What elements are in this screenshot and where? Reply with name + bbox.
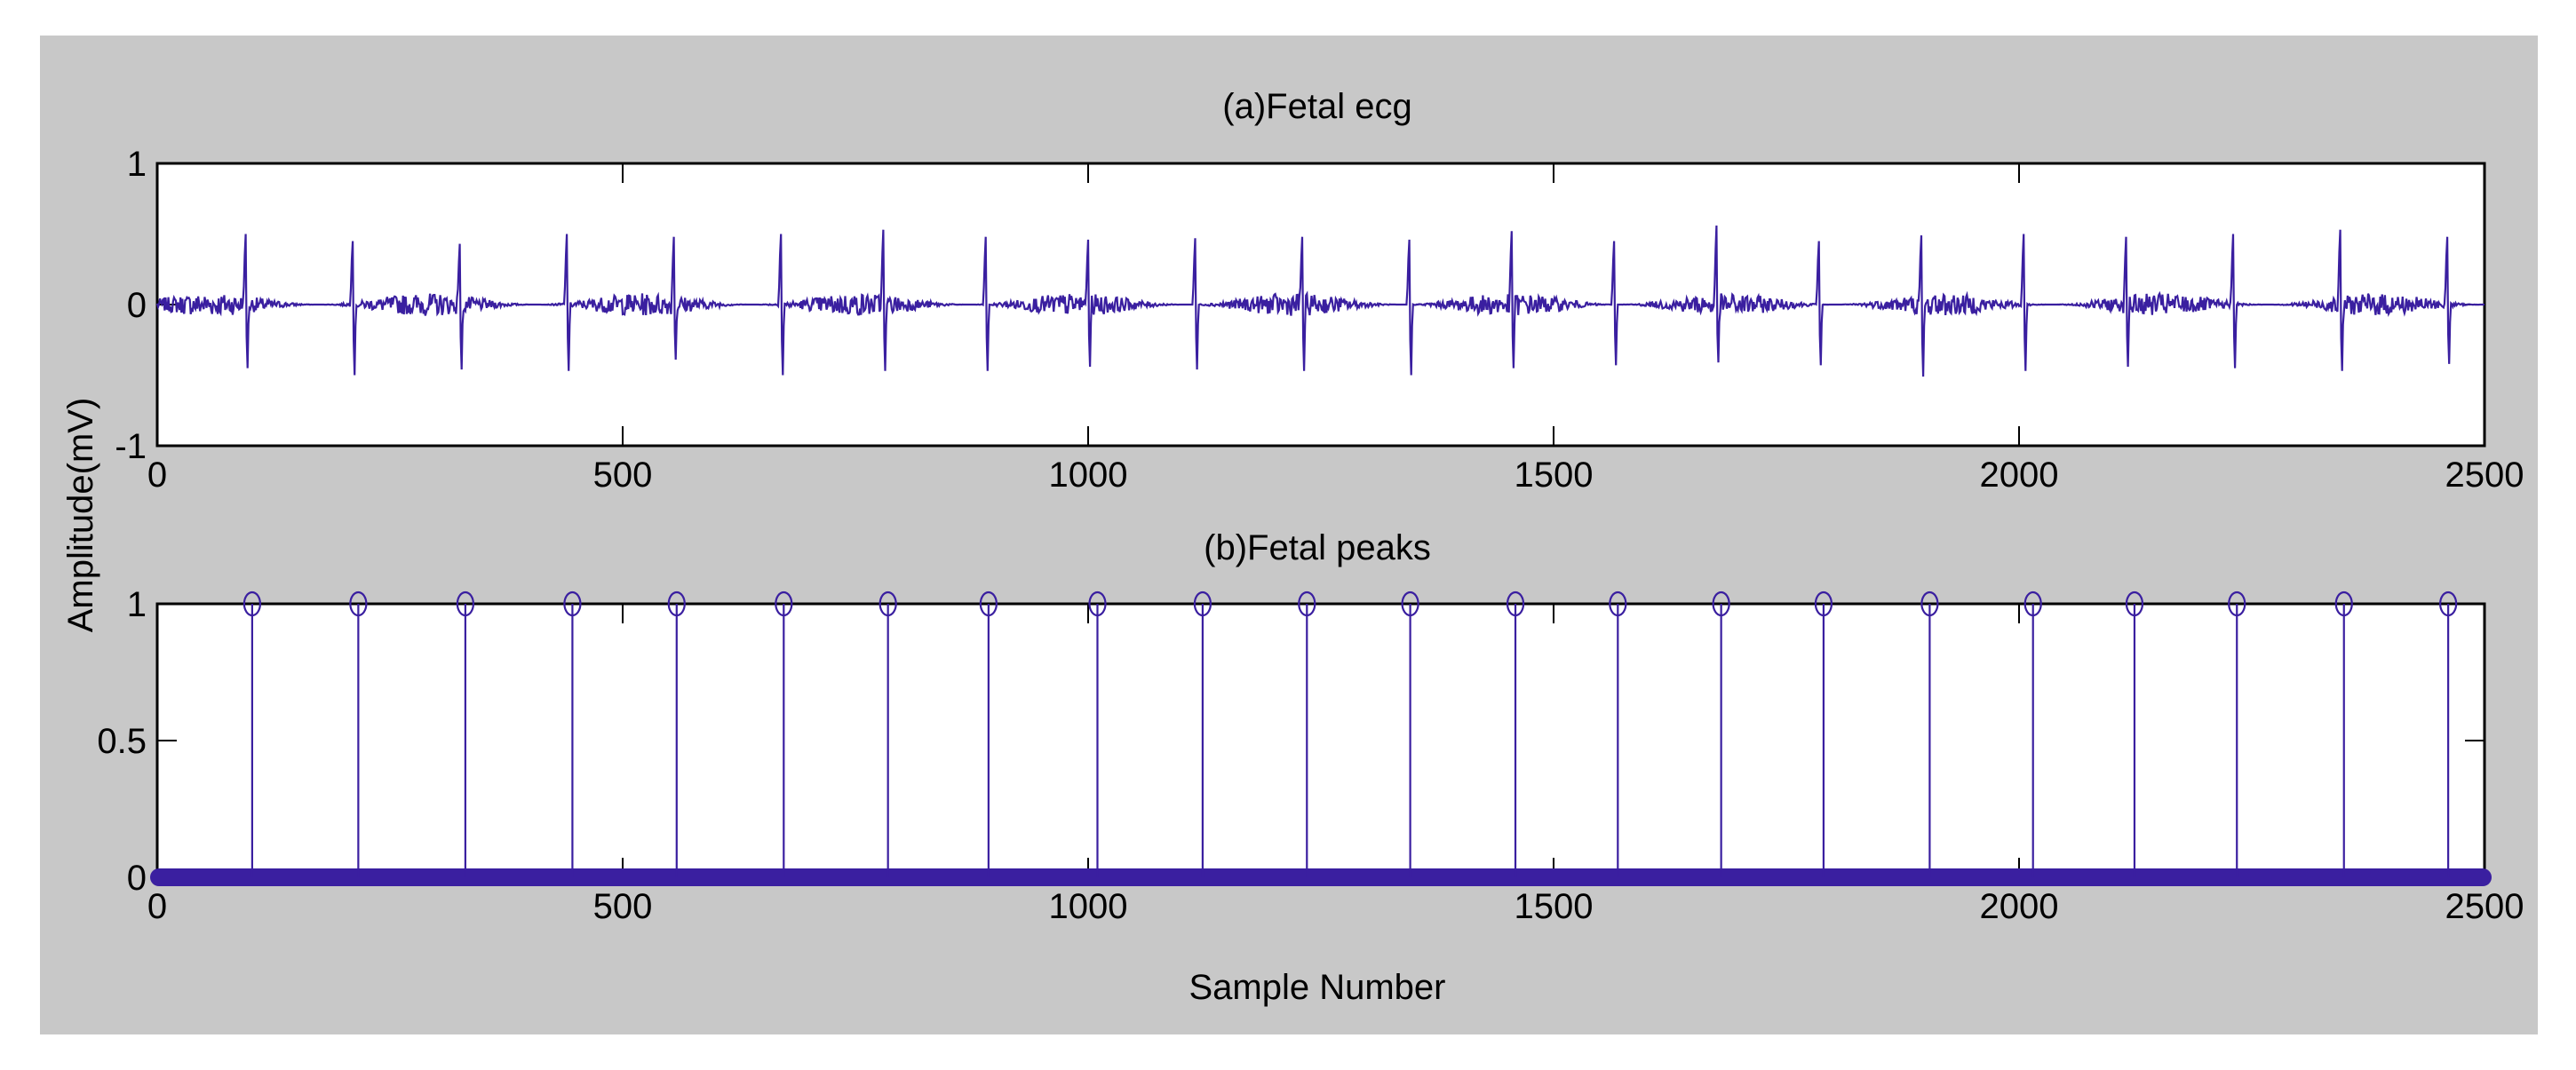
panel-b-xtick-label: 1500 <box>1515 887 1594 926</box>
peak-marker <box>1609 590 1627 617</box>
panel-b-ticks: 0 500 1000 1500 2000 2500 0 0.5 1 <box>97 585 2524 926</box>
panel-a-ytick-label: 1 <box>127 145 147 184</box>
peak-marker <box>2439 590 2458 617</box>
peak-marker <box>1193 590 1212 617</box>
panel-b-xtick-label: 2000 <box>1980 887 2059 926</box>
peak-marker <box>1814 590 1833 617</box>
panel-b-axes <box>155 602 2486 879</box>
peak-marker <box>667 590 686 617</box>
x-axis-label: Sample Number <box>1189 968 1445 1007</box>
fetal-peaks-stems <box>150 590 2492 886</box>
panel-a: (a)Fetal ecg 0 500 1000 1500 2000 2500-101 <box>115 87 2524 495</box>
panel-a-title: (a)Fetal ecg <box>1222 87 1411 126</box>
peak-marker <box>349 590 368 617</box>
peak-marker <box>1920 590 1939 617</box>
panel-a-xtick-label: 1500 <box>1515 456 1594 495</box>
panel-b: (b)Fetal peaks 0 500 1000 1500 2000 2500 0 0.5 1 <box>97 528 2524 926</box>
y-axis-label: Amplitude(mV) <box>61 398 100 633</box>
panel-a-xtick-label: 1000 <box>1049 456 1128 495</box>
panel-b-ytick-label: 1 <box>127 585 147 624</box>
panel-a-ticks: 0 500 1000 1500 2000 2500-101 <box>115 145 2524 495</box>
panel-a-xtick-label: 2000 <box>1980 456 2059 495</box>
panel-b-ytick-label: 0.5 <box>97 722 147 761</box>
panel-b-xtick-label: 2500 <box>2445 887 2524 926</box>
peak-marker <box>563 590 582 617</box>
panel-a-xtick-label: 0 <box>147 456 167 495</box>
peak-marker <box>2334 590 2353 617</box>
panel-b-title: (b)Fetal peaks <box>1204 528 1431 567</box>
peak-marker <box>2023 590 2042 617</box>
panel-b-xtick-label: 500 <box>593 887 653 926</box>
peak-marker <box>1401 590 1419 617</box>
peak-marker <box>879 590 897 617</box>
fetal-ecg-line <box>155 225 2485 377</box>
peak-marker <box>1712 590 1730 617</box>
peak-marker <box>1298 590 1316 617</box>
peak-marker <box>456 590 474 617</box>
panel-a-ytick-label: 0 <box>127 286 147 325</box>
peak-marker <box>1506 590 1525 617</box>
panel-b-xtick-label: 1000 <box>1049 887 1128 926</box>
baseline-markers <box>150 868 2492 886</box>
peak-marker <box>775 590 793 617</box>
panel-a-xtick-label: 2500 <box>2445 456 2524 495</box>
peak-marker <box>1088 590 1107 617</box>
peak-marker <box>979 590 998 617</box>
panel-b-ytick-label: 0 <box>127 859 147 898</box>
panel-a-ytick-label: -1 <box>115 427 147 466</box>
peak-marker <box>2228 590 2246 617</box>
panel-b-xtick-label: 0 <box>147 887 167 926</box>
peak-marker <box>2125 590 2144 617</box>
peak-marker <box>242 590 261 617</box>
panel-a-xtick-label: 500 <box>593 456 653 495</box>
